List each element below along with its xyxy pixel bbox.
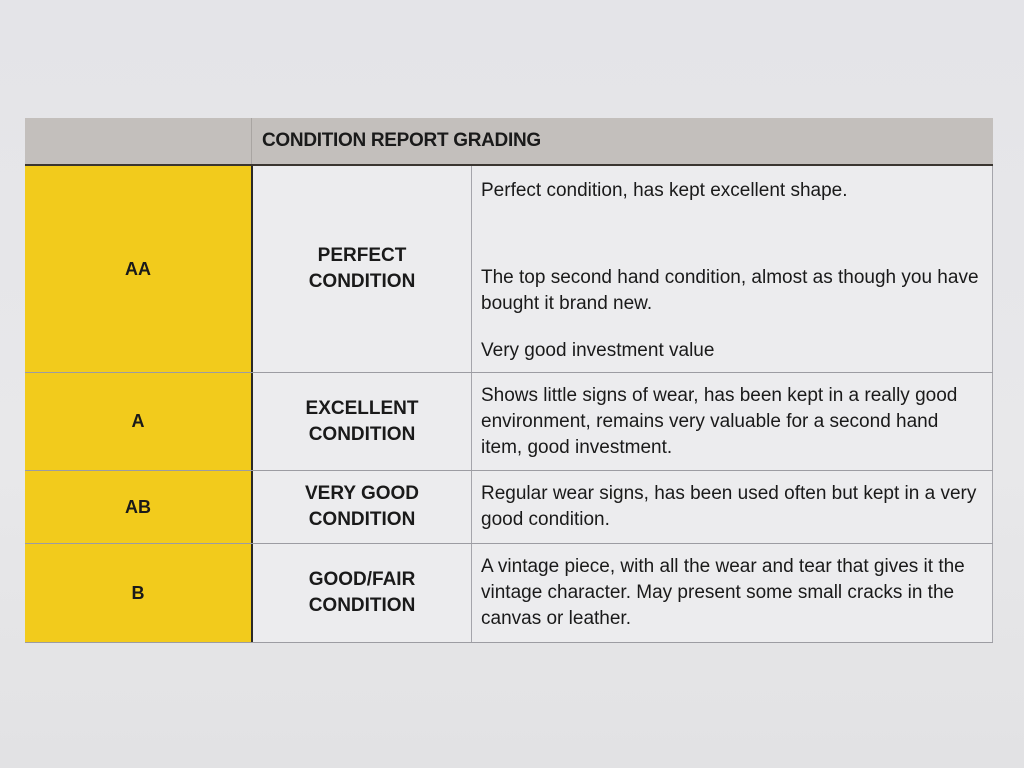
- table-row: B GOOD/FAIR CONDITION A vintage piece, wi…: [25, 544, 993, 643]
- condition-line: PERFECT: [317, 245, 407, 266]
- condition-cell: VERY GOOD CONDITION: [253, 471, 472, 543]
- description-text: Perfect condition, has kept excellent sh…: [481, 180, 848, 201]
- description-cell: Shows little signs of wear, has been kep…: [472, 373, 993, 470]
- condition-line: GOOD/FAIR: [308, 569, 416, 590]
- table-title: CONDITION REPORT GRADING: [262, 130, 541, 151]
- grade-cell: B: [25, 544, 253, 642]
- table-row: AB VERY GOOD CONDITION Regular wear signs…: [25, 471, 993, 544]
- description-cell: Perfect condition, has kept excellent sh…: [472, 166, 993, 372]
- table-header: CONDITION REPORT GRADING: [25, 118, 993, 166]
- description-text: The top second hand condition, almost as…: [481, 267, 979, 314]
- condition-line: CONDITION: [308, 423, 416, 445]
- condition-line: EXCELLENT: [305, 397, 419, 419]
- grade-cell: A: [25, 373, 253, 470]
- description-text: Shows little signs of wear, has been kep…: [481, 384, 958, 458]
- description-cell: A vintage piece, with all the wear and t…: [472, 544, 993, 642]
- table-row: AA PERFECT CONDITION Perfect condition, h…: [25, 166, 993, 373]
- description-text: Very good investment value: [481, 340, 715, 361]
- condition-line: CONDITION: [308, 509, 416, 530]
- description-cell: Regular wear signs, has been used often …: [472, 471, 993, 543]
- grade-cell: AB: [25, 471, 253, 543]
- grade-cell: AA: [25, 166, 253, 372]
- condition-line: CONDITION: [308, 595, 416, 616]
- condition-grading-table: CONDITION REPORT GRADING AA PERFECT CONDI…: [25, 118, 993, 643]
- condition-line: VERY GOOD: [304, 483, 420, 504]
- condition-cell: EXCELLENT CONDITION: [253, 373, 472, 470]
- condition-cell: GOOD/FAIR CONDITION: [253, 544, 472, 642]
- description-text: Regular wear signs, has been used often …: [481, 483, 977, 530]
- description-text: A vintage piece, with all the wear and t…: [481, 556, 965, 629]
- condition-line: CONDITION: [308, 271, 416, 292]
- header-blank-cell: [25, 118, 252, 164]
- table-row: A EXCELLENT CONDITION Shows little signs …: [25, 373, 993, 471]
- condition-cell: PERFECT CONDITION: [253, 166, 472, 372]
